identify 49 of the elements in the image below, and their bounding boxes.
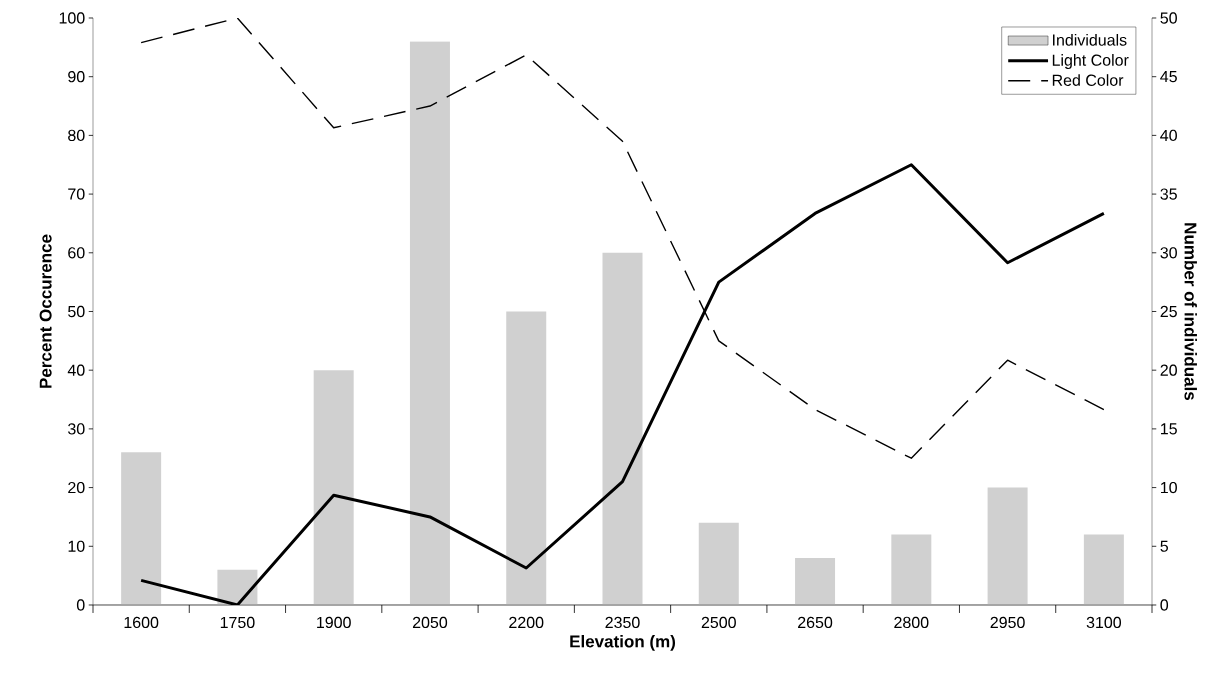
bar	[698, 522, 739, 605]
x-tick-label: 2950	[990, 616, 1025, 629]
bar	[409, 41, 450, 605]
y-tick-label: 10	[68, 540, 85, 552]
y-tick-label: 80	[68, 129, 85, 142]
y2-axis-title: Number of individuals	[1184, 223, 1197, 401]
x-tick-label: 1900	[317, 616, 351, 629]
y-tick-label: 100	[59, 12, 85, 24]
bar	[121, 452, 162, 605]
x-tick-label: 2350	[605, 616, 640, 629]
y-tick-label: 90	[68, 71, 85, 83]
bar	[1083, 534, 1124, 605]
bar	[891, 534, 932, 605]
y2-tick-label: 45	[1160, 71, 1177, 83]
bar	[602, 252, 643, 605]
x-tick-label: 1750	[220, 616, 255, 629]
y-axis-title: Percent Occurence	[39, 234, 52, 388]
x-tick-label: 3100	[1086, 616, 1122, 629]
y-tick-label: 60	[68, 247, 85, 259]
x-tick-label: 2500	[701, 616, 736, 629]
y2-tick-label: 15	[1161, 423, 1177, 435]
x-tick-label: 2800	[894, 616, 929, 629]
y-tick-label: 70	[68, 188, 85, 200]
y-tick-label: 20	[68, 481, 85, 494]
y2-tick-label: 0	[1160, 599, 1169, 611]
x-tick-label: 2050	[412, 616, 448, 629]
bar	[987, 487, 1028, 605]
bar	[506, 311, 547, 605]
bar	[795, 558, 836, 605]
y2-tick-label: 5	[1160, 540, 1169, 552]
y2-tick-label: 40	[1160, 129, 1177, 142]
legend-label: Red Color	[1052, 74, 1124, 86]
y2-tick-label: 50	[1160, 12, 1177, 24]
y-tick-label: 30	[68, 423, 85, 435]
y2-tick-label: 25	[1160, 305, 1177, 318]
y2-tick-label: 35	[1160, 188, 1177, 200]
bar	[313, 370, 354, 605]
y2-tick-label: 20	[1160, 364, 1177, 376]
x-tick-label: 2650	[798, 616, 833, 629]
legend-label: Individuals	[1053, 34, 1127, 46]
x-axis-title: Elevation (m)	[570, 634, 676, 651]
y-tick-label: 0	[76, 599, 85, 611]
y-tick-label: 50	[68, 305, 85, 318]
y-tick-label: 40	[67, 364, 85, 376]
legend-label: Light Color	[1052, 54, 1129, 69]
x-tick-label: 1600	[124, 616, 159, 629]
x-tick-label: 2200	[509, 616, 544, 629]
y2-tick-label: 30	[1160, 247, 1177, 259]
y2-tick-label: 10	[1161, 481, 1177, 494]
